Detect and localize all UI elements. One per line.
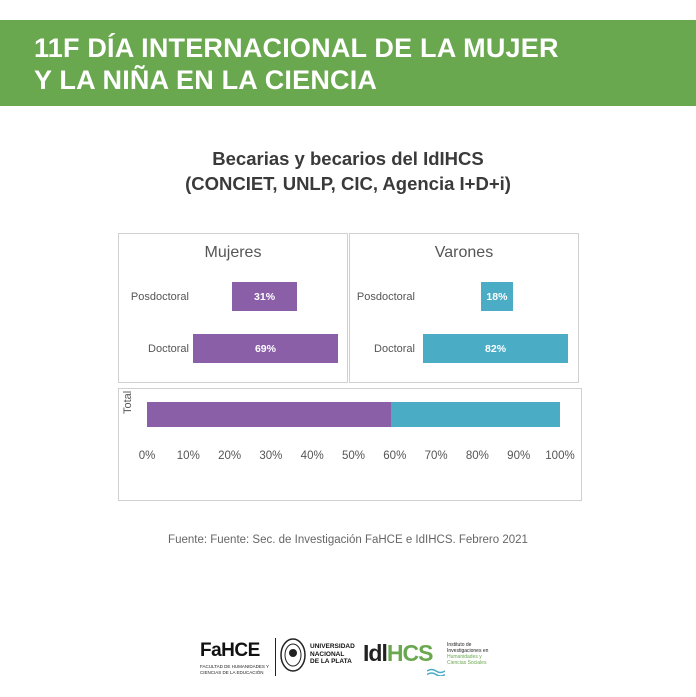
x-tick-label: 80% [465,450,489,462]
mujeres-bar-doctoral-label: 69% [254,342,276,355]
unlp-line-3: DE LA PLATA [310,658,352,665]
varones-bar-posdoctoral: 18% [481,282,513,311]
x-tick-label: 70% [424,450,448,462]
unlp-line-1: UNIVERSIDAD [310,643,355,650]
x-tick-label: 60% [383,450,407,462]
total-panel: 0% 10% 20% 30% 40% 50% 60% 70% 80% 90% 100% [118,388,582,501]
mujeres-category-doctoral: Doctoral [148,343,189,355]
idihcs-logo: IdlHCS Instituto de Investigaciones en H… [363,640,513,680]
idihcs-logo-suffix: HCS [386,640,434,666]
mujeres-panel: Mujeres Posdoctoral Doctoral 31% 69% [118,233,348,383]
x-tick-label: 40% [300,450,324,462]
varones-panel-title: Varones [434,244,494,261]
x-tick-label: 10% [176,450,200,462]
x-tick-label: 30% [259,450,283,462]
mujeres-bar-doctoral: 69% [193,334,338,363]
mujeres-bar-posdoctoral-label: 31% [254,290,276,303]
total-category-label: Total [122,390,134,414]
total-bar-segment-mujeres [147,402,391,427]
banner-title-line-1: 11F DÍA INTERNACIONAL DE LA MUJER [34,33,559,63]
mujeres-category-posdoctoral: Posdoctoral [130,291,189,303]
varones-bar-doctoral-label: 82% [485,342,507,355]
idihcs-desc-line-1: Instituto de [447,642,472,648]
idihcs-logo-name: IdlHCS [363,640,434,667]
logo-divider [275,638,276,676]
x-tick-label: 20% [218,450,242,462]
fahce-logo-name: FaHCE [200,640,260,661]
x-tick-label: 90% [507,450,531,462]
unlp-line-2: NACIONAL [310,650,345,658]
chart-title: Becarias y becarios del IdIHCS [212,148,484,169]
source-note: Fuente: Fuente: Sec. de Investigación Fa… [168,534,528,546]
waves-icon [427,668,445,676]
mujeres-bar-posdoctoral: 31% [232,282,298,311]
idihcs-desc-line-4: Ciencias Sociales [447,660,487,666]
unlp-logo-text: UNIVERSIDAD NACIONAL DE LA PLATA [310,643,355,666]
header-banner: 11F DÍA INTERNACIONAL DE LA MUJER Y LA N… [0,20,696,106]
idihcs-description: Instituto de Investigaciones en Humanida… [447,642,488,666]
varones-panel: Varones Posdoctoral Doctoral 18% 82% [349,233,579,383]
idihcs-logo-prefix: Idl [363,640,388,666]
varones-category-posdoctoral: Posdoctoral [356,291,415,303]
chart-subtitle: (CONCIET, UNLP, CIC, Agencia I+D+i) [185,173,511,194]
varones-bar-doctoral: 82% [423,334,569,363]
x-tick-label: 50% [341,450,366,462]
mujeres-panel-title: Mujeres [204,244,262,261]
idihcs-desc-line-2: Investigaciones en [447,648,489,654]
idihcs-desc-line-3: Humanidades y [447,654,482,660]
fahce-logo-subtitle: FACULTAD DE HUMANIDADES Y CIENCIAS DE LA… [200,664,269,675]
x-tick-label: 100% [545,450,575,462]
university-seal-icon [280,638,306,672]
total-bar-segment-varones [390,402,560,427]
varones-bar-posdoctoral-label: 18% [486,290,508,303]
varones-category-doctoral: Doctoral [374,343,415,355]
banner-title-line-2: Y LA NIÑA EN LA CIENCIA [34,65,378,95]
fahce-logo: FaHCE FACULTAD DE HUMANIDADES Y CIENCIAS… [200,640,272,680]
x-tick-label: 0% [138,450,156,462]
